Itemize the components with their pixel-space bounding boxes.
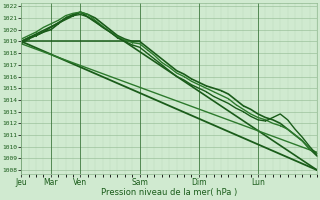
X-axis label: Pression niveau de la mer( hPa ): Pression niveau de la mer( hPa )	[101, 188, 237, 197]
